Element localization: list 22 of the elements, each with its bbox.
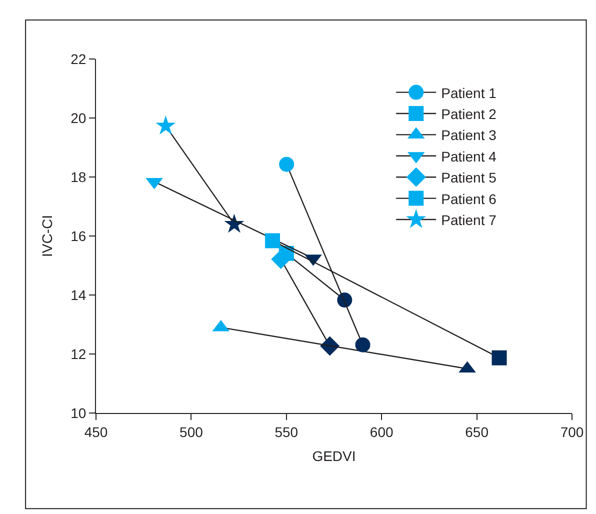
y-tick-label: 14 bbox=[70, 286, 86, 303]
x-tick-label: 450 bbox=[84, 424, 108, 440]
x-axis-title: GEDVI bbox=[312, 448, 356, 464]
legend-label: Patient 7 bbox=[441, 212, 497, 228]
y-axis-title: IVC-CI bbox=[39, 215, 56, 257]
x-tick-label: 650 bbox=[465, 424, 489, 440]
x-tick-label: 550 bbox=[274, 424, 298, 440]
legend-label: Patient 3 bbox=[441, 127, 497, 144]
y-tick-label: 20 bbox=[70, 110, 86, 126]
y-tick-label: 18 bbox=[70, 168, 86, 185]
x-tick-label: 700 bbox=[560, 424, 584, 440]
legend-label: Patient 6 bbox=[441, 190, 497, 207]
legend-label: Patient 1 bbox=[441, 84, 497, 101]
y-tick-label: 12 bbox=[70, 346, 86, 362]
legend-label: Patient 5 bbox=[441, 170, 497, 186]
y-tick-label: 16 bbox=[70, 228, 86, 244]
legend-label: Patient 4 bbox=[441, 148, 497, 164]
legend-label: Patient 2 bbox=[441, 106, 497, 122]
y-tick-label: 22 bbox=[70, 50, 86, 67]
x-tick-label: 600 bbox=[370, 424, 394, 440]
x-tick-label: 500 bbox=[180, 424, 204, 440]
y-tick-label: 10 bbox=[70, 404, 86, 421]
